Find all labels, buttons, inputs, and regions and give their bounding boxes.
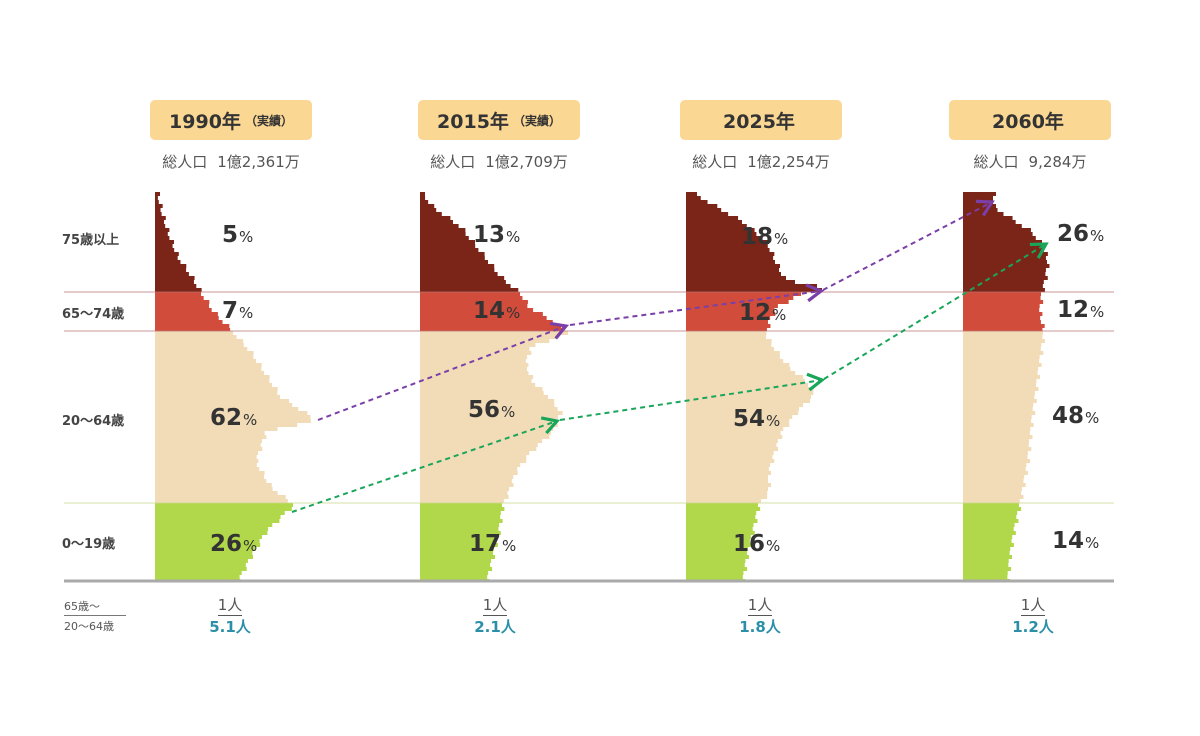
ratio-2060: 1人 1.2人 [1012,596,1054,636]
pyramid-2060年-age20to64 [963,331,1045,503]
pct-2015-0-19: 17% [469,531,517,557]
age-label-65-74: 65〜74歳 [62,307,125,322]
pct-2060-75plus: 26% [1057,221,1105,247]
ratio-2015: 1人 2.1人 [474,596,516,636]
total-population-1990: 総人口 1億2,361万 [162,153,300,171]
pyramid-2060年-age65to74 [963,292,1045,331]
age-label-20-64: 20〜64歳 [62,414,125,429]
pct-2060-20-64: 48% [1052,403,1100,429]
ratio-label: 65歳〜 20〜64歳 [64,598,126,634]
pyramid-1990年-age20to64 [155,331,311,503]
pyramid-1990年-age75plus [155,192,202,292]
pyramid-2025年-age20to64 [686,331,814,503]
pct-2025-65-74: 12% [739,300,787,326]
pyramid-2015年-age20to64 [420,331,568,503]
ratio-2025: 1人 1.8人 [739,596,781,636]
green-arrow-2 [559,372,826,421]
year-header-2015: 2015年 （実績） [418,100,580,140]
pct-2060-0-19: 14% [1052,528,1100,554]
pyramid-2060年-age0to19 [963,503,1022,580]
pyramid-2025年-age0to19 [686,503,761,580]
pct-2025-20-64: 54% [733,406,781,432]
purple-arrow-2 [569,283,825,326]
pyramid-2025年-age65to74 [686,292,801,331]
year-header-2060: 2060年 [949,100,1111,140]
pyramid-1990年-age65to74 [155,292,231,331]
pct-1990-75plus: 5% [222,222,254,248]
green-arrow-3 [823,242,1049,380]
total-population-2025: 総人口 1億2,254万 [692,153,830,171]
purple-arrow-3 [822,199,995,291]
ratio-1990: 1人 5.1人 [209,596,251,636]
year-header-1990: 1990年 （実績） [150,100,312,140]
pct-2015-20-64: 56% [468,397,516,423]
pct-1990-65-74: 7% [222,298,254,324]
year-header-2025: 2025年 [680,100,842,140]
pyramid-2025年-age75plus [686,192,822,292]
pct-2060-65-74: 12% [1057,297,1105,323]
green-arrow-1 [291,416,561,513]
pct-2025-75plus: 18% [741,224,789,250]
age-label-75plus: 75歳以上 [62,233,120,248]
pct-1990-0-19: 26% [210,531,258,557]
pyramid-2015年-age65to74 [420,292,564,331]
pct-2025-0-19: 16% [733,531,781,557]
pyramid-2015年-age75plus [420,192,519,292]
pyramid-1990年-age0to19 [155,503,293,580]
total-population-2015: 総人口 1億2,709万 [430,153,568,171]
pct-2015-75plus: 13% [473,222,521,248]
pct-1990-20-64: 62% [210,405,258,431]
pyramid-2060年-age75plus [963,192,1050,292]
pyramid-2015年-age0to19 [420,503,505,580]
age-label-0-19: 0〜19歳 [62,537,116,552]
total-population-2060: 総人口 9,284万 [973,153,1087,171]
pct-2015-65-74: 14% [473,298,521,324]
